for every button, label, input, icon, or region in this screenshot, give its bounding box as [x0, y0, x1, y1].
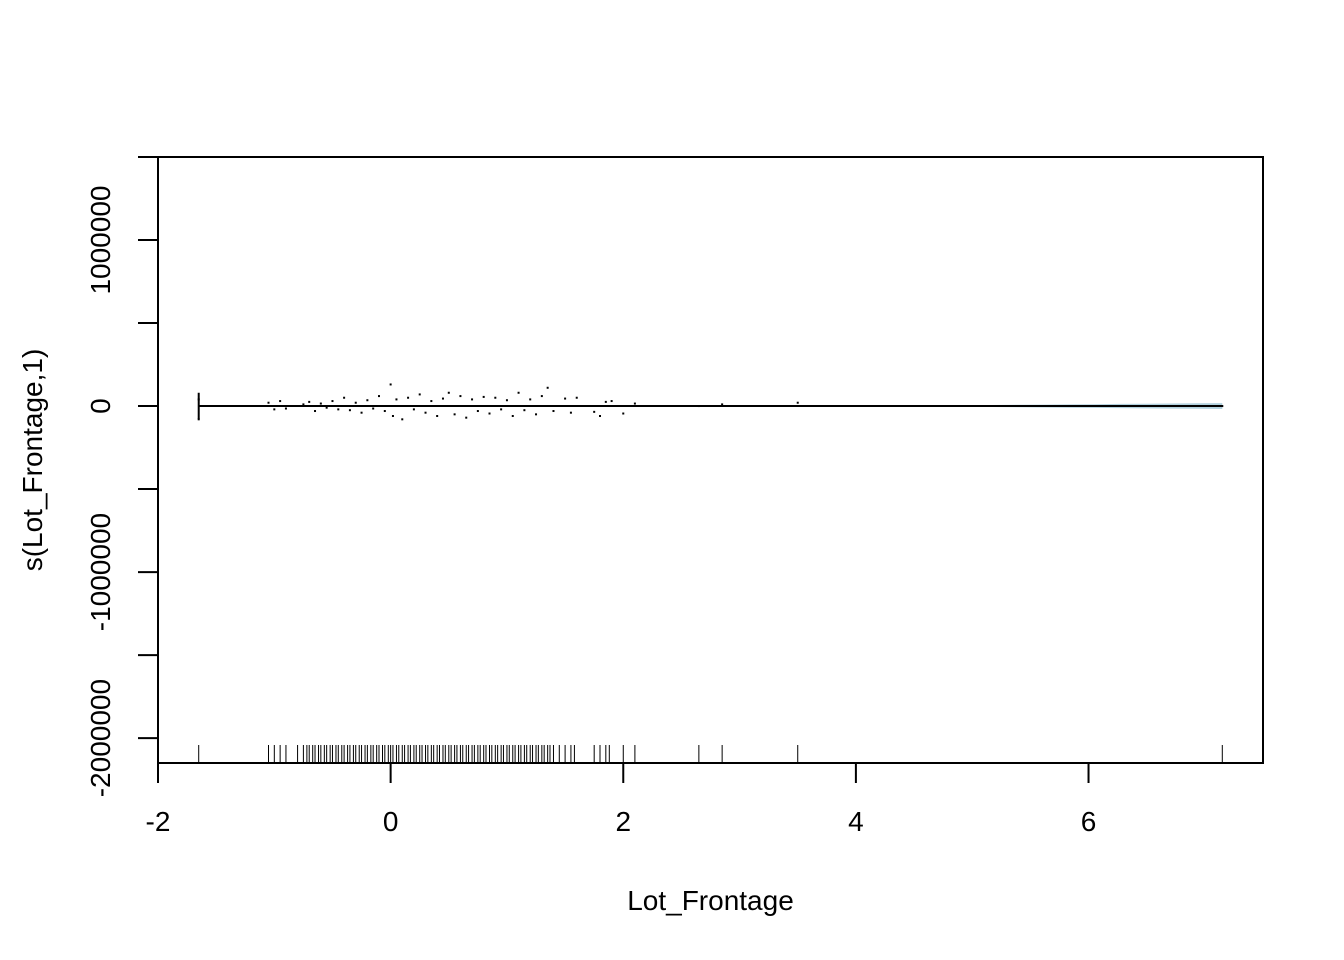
residual-point [436, 415, 439, 418]
residual-point [529, 398, 532, 401]
residual-point [407, 396, 410, 399]
residual-points-layer [197, 383, 1224, 421]
residual-point [447, 391, 450, 394]
residual-point [633, 402, 636, 405]
residual-point [412, 408, 415, 411]
residual-point [319, 402, 322, 405]
residual-point [314, 410, 317, 413]
residual-point [343, 396, 346, 399]
residual-point [430, 400, 433, 403]
residual-point [354, 401, 357, 404]
x-tick-label: -2 [146, 806, 171, 837]
x-tick-label: 2 [615, 806, 631, 837]
residual-point [424, 411, 427, 414]
residual-point [575, 396, 578, 399]
residual-point [535, 413, 538, 416]
residual-point [564, 397, 567, 400]
residual-point [593, 410, 596, 413]
x-axis: -2 0 2 4 6 [146, 762, 1097, 837]
y-tick-label: 0 [85, 398, 116, 414]
residual-point [348, 409, 351, 412]
residual-point [471, 398, 474, 401]
residual-point [308, 400, 311, 403]
y-axis-label: s(Lot_Frontage,1) [17, 349, 48, 572]
residual-point [273, 408, 276, 411]
x-tick-label: 6 [1081, 806, 1097, 837]
residual-point [494, 396, 497, 399]
residual-point [505, 399, 508, 402]
residual-point [721, 403, 724, 406]
residual-point [360, 411, 363, 414]
residual-point [517, 391, 520, 394]
residual-point [465, 416, 468, 419]
residual-point [378, 395, 380, 398]
residual-point [610, 400, 613, 403]
residual-point [284, 407, 287, 410]
residual-point [622, 412, 625, 415]
residual-point [337, 408, 340, 411]
y-tick-label: -2000000 [85, 679, 116, 797]
residual-point [599, 415, 601, 418]
plot-frame [157, 156, 1264, 764]
residual-point [500, 408, 503, 411]
residual-point [418, 393, 421, 396]
residual-point [552, 410, 555, 413]
residual-point [441, 397, 444, 400]
residual-point [395, 398, 398, 401]
residual-point [372, 407, 375, 410]
residual-point [796, 401, 799, 404]
residual-point [401, 418, 404, 421]
residual-point [391, 415, 394, 418]
residual-point [511, 415, 514, 418]
residual-point [476, 410, 479, 413]
residual-point [389, 383, 392, 386]
residual-point [523, 409, 526, 412]
residual-point [459, 395, 462, 398]
x-tick-label: 4 [848, 806, 864, 837]
smooth-line-layer [197, 392, 1223, 420]
residual-point [546, 386, 549, 389]
y-tick-label: 1000000 [85, 186, 116, 295]
residual-point [267, 401, 270, 404]
residual-point [383, 410, 386, 413]
y-tick-label: -1000000 [85, 513, 116, 631]
residual-point [488, 412, 491, 415]
residual-point [569, 411, 572, 414]
y-axis: -2000000 -1000000 0 1000000 [85, 156, 159, 797]
residual-point [540, 395, 543, 398]
residual-point [302, 403, 305, 406]
residual-point [366, 399, 369, 402]
residual-point [482, 395, 485, 398]
x-tick-label: 0 [383, 806, 399, 837]
residual-point [325, 406, 328, 409]
residual-point [279, 400, 282, 403]
x-axis-label: Lot_Frontage [627, 885, 794, 916]
residual-point [453, 413, 456, 416]
rug-layer [198, 745, 1223, 763]
residual-point [331, 400, 334, 403]
residual-point [604, 400, 607, 403]
